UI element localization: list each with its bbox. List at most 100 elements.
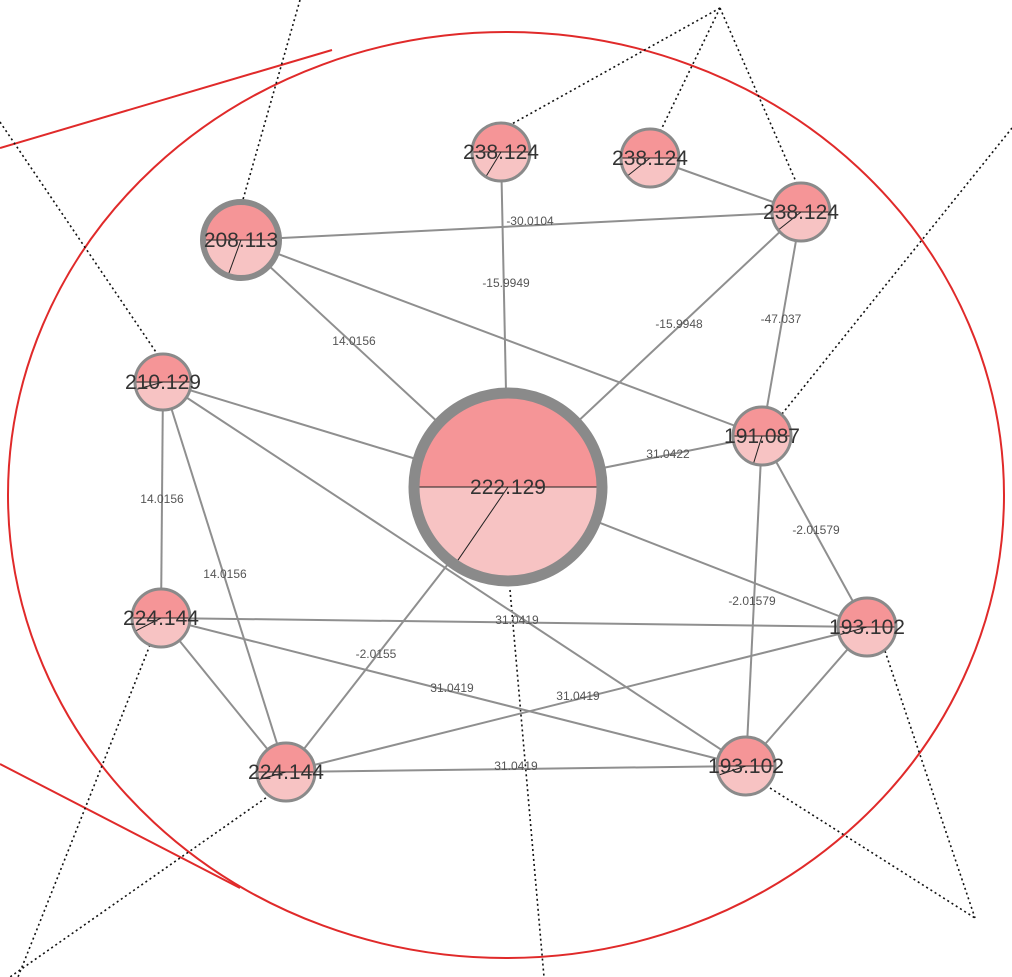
edge-n_208-n_238c — [240, 211, 802, 241]
node-radius — [134, 617, 162, 632]
edge-n_238c-n_191 — [761, 211, 802, 437]
edge-label-n_238a-n_center: -15.9949 — [482, 276, 530, 290]
node-n_center[interactable]: 222.129 — [408, 387, 608, 587]
node-border — [200, 199, 282, 281]
guide-line-2 — [509, 7, 721, 126]
node-border — [130, 587, 192, 649]
node-n_210[interactable]: 210.129 — [125, 352, 201, 412]
node-border — [470, 121, 532, 183]
node-n_193b[interactable]: 193.102 — [708, 735, 784, 797]
guide-line-9 — [884, 650, 976, 919]
node-label: 210.129 — [125, 371, 201, 394]
node-wedge — [621, 129, 679, 158]
edge-label-n_208-n_center: 14.0156 — [332, 334, 376, 348]
node-border — [408, 387, 608, 587]
guide-line-1 — [0, 121, 161, 359]
node-label: 193.102 — [708, 755, 784, 778]
guide-line-7 — [17, 644, 151, 977]
guide-line-5 — [781, 127, 1012, 415]
node-radius — [718, 765, 747, 776]
node-border — [133, 352, 193, 412]
guide-line-10 — [769, 787, 976, 919]
node-n_238a[interactable]: 238.124 — [463, 121, 539, 183]
node-n_191[interactable]: 191.087 — [724, 405, 800, 467]
node-wedge — [135, 354, 191, 382]
edge-label-n_210-n_224a: 14.0156 — [140, 492, 184, 506]
node-wedge — [414, 393, 602, 487]
edge-n_224a-n_224b — [160, 617, 287, 773]
node-radius — [257, 771, 287, 781]
edge-n_193a-n_193b — [745, 626, 868, 767]
node-radius — [752, 435, 763, 464]
node-wedge — [717, 737, 775, 766]
guide-line-0 — [241, 0, 301, 204]
node-radius — [838, 626, 868, 636]
node-border — [770, 181, 832, 243]
node-wedge — [203, 202, 279, 240]
edge-n_224b-n_193b — [285, 765, 747, 773]
edge-label-n_191-n_193b: -2.01579 — [728, 594, 776, 608]
node-label: 208.113 — [204, 229, 278, 252]
node-label: 224.144 — [123, 607, 199, 630]
edge-label-n_238c-n_center: -15.9948 — [655, 317, 703, 331]
outline-tangent-bottom — [0, 763, 241, 889]
node-wedge — [733, 407, 791, 436]
edge-label-n_224b-n_center: -2.0155 — [356, 647, 397, 661]
node-label: 238.124 — [612, 147, 688, 170]
edge-n_224a-n_193a — [160, 617, 868, 628]
nodes-layer: 222.129 208.113 238.124 238.124 238.124 210.1… — [123, 121, 905, 803]
node-radius — [227, 239, 242, 276]
node-label: 193.102 — [829, 616, 905, 639]
node-border — [715, 735, 777, 797]
outline-tangent-top — [0, 49, 333, 149]
node-radius — [777, 211, 802, 231]
edge-label-n_224b-n_193b: 31.0419 — [494, 759, 538, 773]
node-label: 224.144 — [248, 761, 324, 784]
node-label: 238.124 — [763, 201, 839, 224]
edge-label-n_238c-n_191: -47.037 — [761, 312, 802, 326]
edge-label-n_208-n_238c: -30.0104 — [506, 214, 554, 228]
edge-label-n_210-n_224b: 14.0156 — [203, 567, 247, 581]
edge-n_210-n_224a — [160, 381, 164, 619]
edge-label-n_224b-n_193a: 31.0419 — [556, 689, 600, 703]
edge-labels-layer: -30.0104 -15.9949 -15.9948 -47.037 14.0156 31… — [140, 214, 840, 773]
node-radius — [485, 151, 502, 177]
node-border — [731, 405, 793, 467]
node-radius — [135, 381, 164, 390]
node-label: 238.124 — [463, 141, 539, 164]
guide-line-4 — [719, 7, 798, 185]
edge-n_208-n_191 — [240, 239, 763, 437]
node-n_193a[interactable]: 193.102 — [829, 596, 905, 658]
node-n_224a[interactable]: 224.144 — [123, 587, 199, 649]
edge-n_224a-n_193b — [160, 617, 747, 767]
edge-label-n_center-n_191: 31.0422 — [646, 447, 690, 461]
node-radius — [454, 486, 509, 565]
edge-label-n_191-n_193a: -2.01579 — [792, 523, 840, 537]
node-n_224b[interactable]: 224.144 — [248, 741, 324, 803]
edge-n_191-n_193b — [745, 435, 763, 767]
guide-line-6 — [509, 589, 545, 977]
node-n_208[interactable]: 208.113 — [200, 199, 282, 281]
node-wedge — [132, 589, 190, 618]
edge-label-n_224a-n_193a: 31.0419 — [495, 613, 539, 627]
node-wedge — [838, 598, 896, 627]
edge-n_191-n_193a — [761, 435, 868, 628]
node-wedge — [257, 743, 315, 772]
node-wedge — [772, 183, 830, 212]
node-label: 191.087 — [724, 425, 800, 448]
edges-layer — [160, 151, 868, 773]
node-border — [836, 596, 898, 658]
node-radius — [626, 157, 651, 177]
node-n_238c[interactable]: 238.124 — [763, 181, 839, 243]
edge-n_210-n_193b — [162, 381, 747, 767]
node-wedge — [472, 123, 530, 152]
guide-line-3 — [659, 7, 721, 133]
node-n_238b[interactable]: 238.124 — [612, 127, 688, 189]
node-label: 222.129 — [470, 476, 546, 499]
edge-n_224b-n_193a — [285, 626, 868, 773]
edge-n_210-n_224b — [162, 381, 287, 773]
edge-label-n_224a-n_193b: 31.0419 — [430, 681, 474, 695]
